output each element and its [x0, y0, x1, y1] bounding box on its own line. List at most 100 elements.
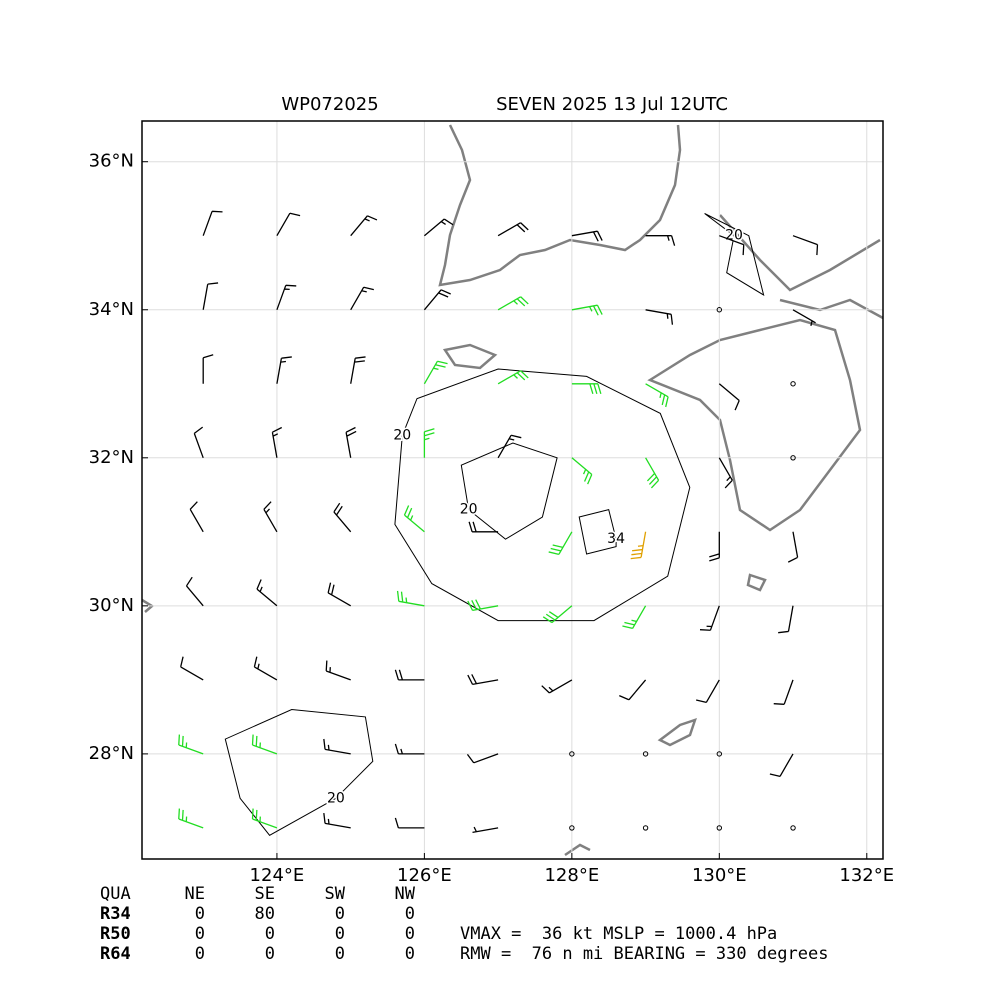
barb-shape: [423, 289, 451, 311]
contour: [704, 213, 765, 297]
barb-shape: [253, 656, 278, 681]
wind-barb: [467, 674, 499, 686]
barb-shape: [792, 309, 816, 326]
barb-shape: [276, 212, 301, 237]
wind-barb: [645, 457, 660, 489]
table-header: QUA: [100, 884, 131, 904]
barb-shape: [719, 235, 745, 256]
wind-barb: [403, 505, 425, 533]
wind-barb: [790, 381, 796, 387]
wind-barb: [709, 531, 720, 562]
wind-barb: [472, 826, 499, 834]
wind-barb: [696, 679, 720, 704]
calm-mark: [790, 381, 796, 387]
wind-barb: [699, 605, 720, 631]
barb-shape: [571, 230, 603, 242]
wind-barb: [325, 660, 351, 681]
wind-barb: [619, 679, 647, 701]
barb-shape: [333, 502, 352, 533]
barb-shape: [718, 457, 733, 489]
table-cell: 0: [195, 924, 205, 944]
wind-barb: [350, 215, 378, 237]
barb-shape: [263, 501, 278, 533]
wind-barb: [571, 383, 602, 394]
coast-shikoku: [779, 298, 884, 320]
barb-shape: [323, 738, 351, 755]
barb-shape: [350, 356, 366, 384]
title-left: WP072025: [281, 94, 378, 115]
wind-barb: [394, 669, 425, 681]
wind-barb: [548, 531, 573, 555]
wind-barb: [622, 605, 647, 629]
barb-shape: [394, 669, 425, 681]
wind-barb: [468, 521, 499, 533]
wind-barb: [327, 582, 352, 607]
y-tick-label: 28°N: [89, 743, 134, 764]
barb-shape: [276, 284, 297, 311]
wind-barb: [251, 734, 278, 755]
barb-shape: [466, 753, 499, 764]
row-label: R64: [100, 944, 131, 964]
x-tick-label: 130°E: [692, 865, 747, 886]
wind-barb: [497, 296, 529, 311]
barb-shape: [345, 426, 357, 458]
barb-shape: [778, 605, 794, 634]
wind-barb: [790, 825, 796, 831]
table-cell: 0: [405, 944, 415, 964]
barb-shape: [497, 434, 522, 459]
barb-shape: [396, 590, 425, 607]
coast-okinawa: [564, 843, 591, 857]
table-cell: 0: [195, 904, 205, 924]
barb-shape: [178, 734, 204, 755]
barb-shape: [645, 235, 676, 246]
wind-barb: [253, 656, 278, 681]
row-label: R34: [100, 904, 131, 924]
wind-barb: [569, 825, 575, 831]
barb-shape: [325, 660, 351, 681]
barb-shape: [394, 743, 425, 755]
coast-kyushu: [647, 318, 862, 532]
wind-barb: [256, 579, 278, 607]
table-cell: 0: [405, 924, 415, 944]
barb-shape: [497, 370, 529, 385]
wind-barb: [642, 825, 649, 831]
coast-korea: [438, 124, 682, 287]
wind-barb: [630, 531, 647, 560]
y-tick-label: 34°N: [89, 299, 134, 320]
table-header: NE: [185, 884, 205, 904]
wind-barb: [642, 751, 649, 757]
barb-shape: [571, 457, 593, 485]
calm-mark: [790, 825, 796, 831]
table-cell: 0: [265, 924, 275, 944]
barb-shape: [193, 426, 204, 459]
barb-shape: [542, 605, 573, 624]
barb-shape: [468, 521, 499, 533]
row-label: R50: [100, 924, 131, 944]
barb-shape: [787, 531, 799, 563]
contour-label: 20: [327, 790, 345, 806]
wind-barb: [778, 605, 794, 634]
storm-info: RMW = 76 n mi BEARING = 330 degrees: [460, 944, 828, 964]
contour: [394, 368, 691, 622]
wind-barb: [790, 455, 796, 461]
table-cell: 0: [195, 944, 205, 964]
barb-shape: [189, 501, 204, 533]
wind-barb: [423, 360, 448, 385]
barb-shape: [792, 235, 819, 256]
table-cell: 0: [405, 904, 415, 924]
contour: [578, 508, 617, 555]
barb-shape: [467, 674, 499, 686]
table-header: NW: [395, 884, 416, 904]
coast-jeju: [442, 343, 498, 370]
barb-shape: [403, 505, 425, 533]
coast-amami: [657, 718, 697, 747]
wind-barb: [645, 309, 674, 325]
barb-shape: [541, 679, 573, 694]
x-tick-label: 126°E: [397, 865, 452, 886]
wind-barb: [276, 212, 301, 237]
contour-label: 34: [607, 531, 625, 547]
barb-shape: [256, 579, 278, 607]
wind-barb: [185, 576, 204, 607]
